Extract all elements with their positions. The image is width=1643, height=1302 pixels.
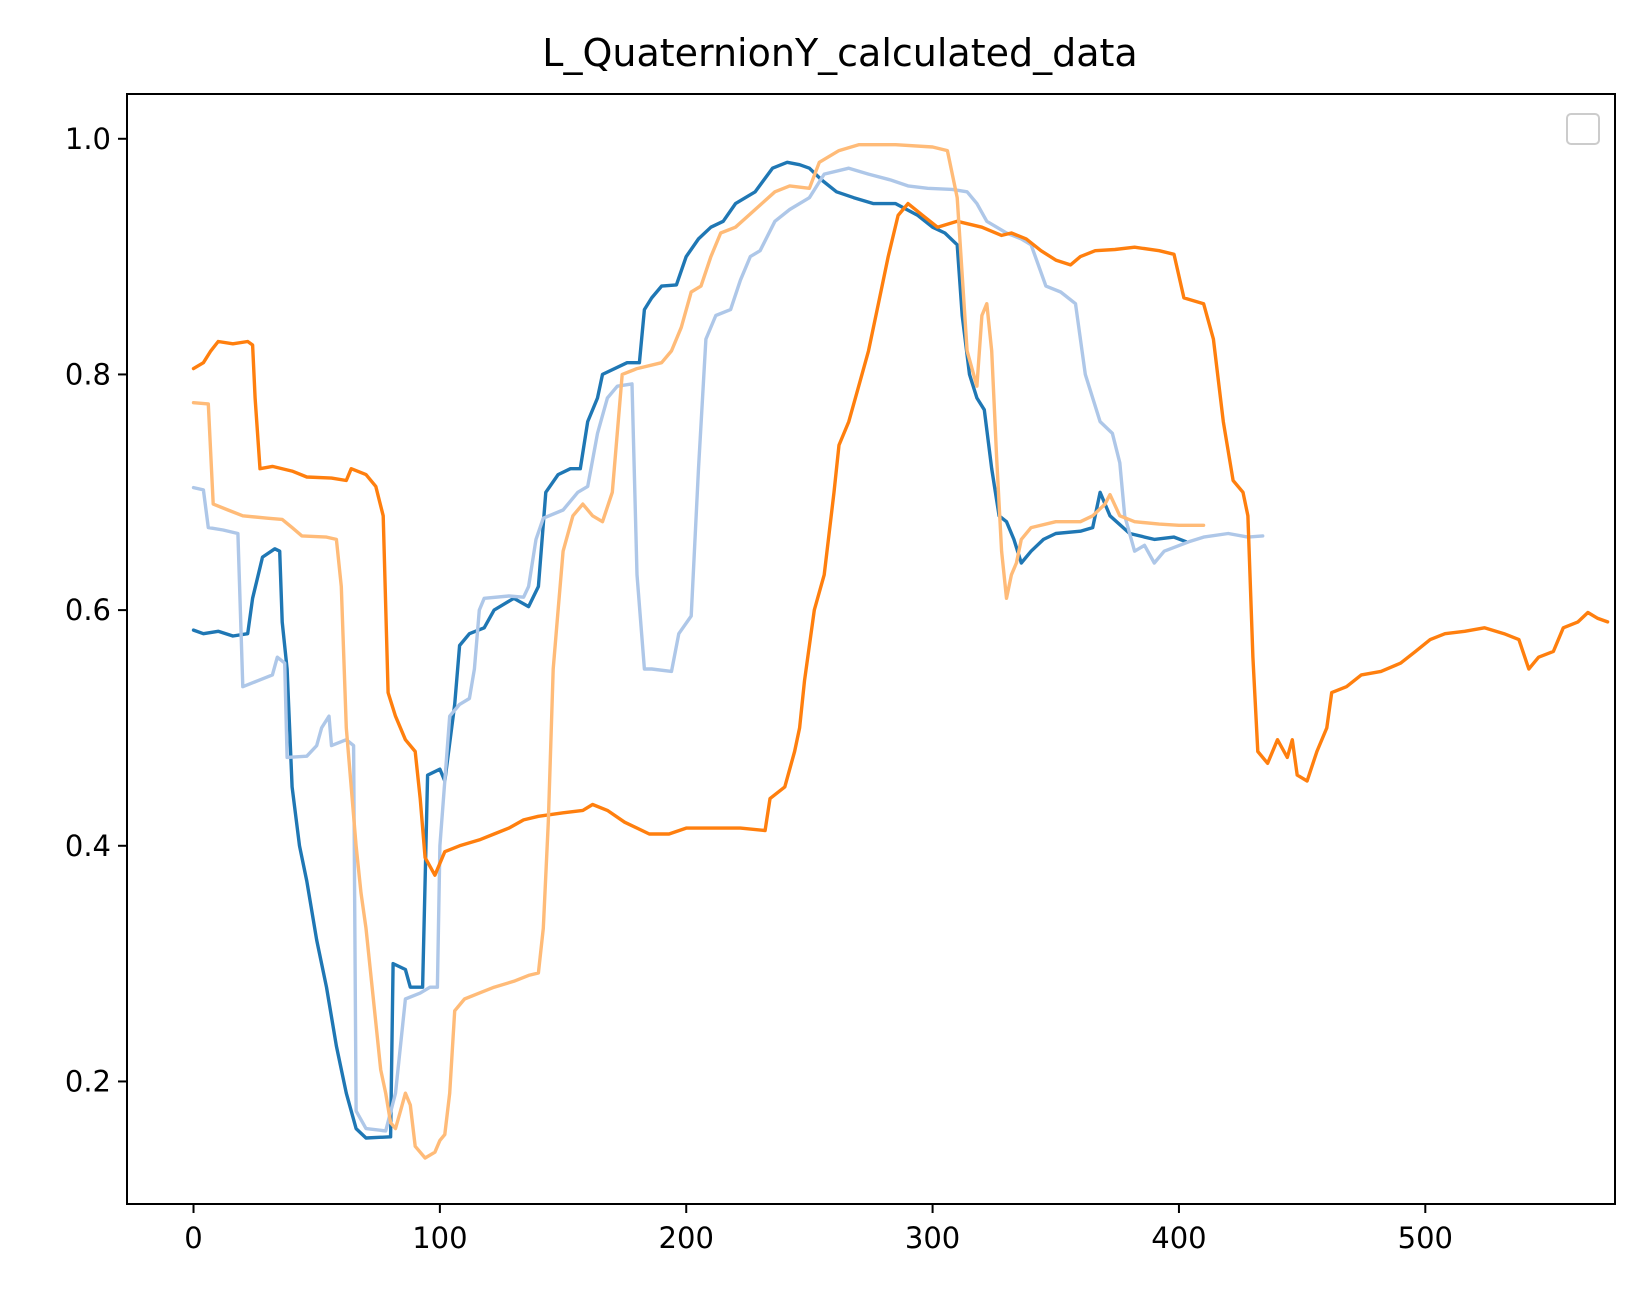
series-line-3 bbox=[191, 201, 1610, 877]
tick-layer: 0 100 200 300 400 500 0.2 0.4 0.6 0.8 1.0 bbox=[65, 122, 1453, 1255]
plot-frame bbox=[126, 93, 1616, 1205]
y-tick-label: 1.0 bbox=[65, 122, 111, 156]
chart-title: L_QuaternionY_calculated_data bbox=[542, 31, 1137, 75]
y-tick-label: 0.8 bbox=[65, 357, 111, 391]
y-tick-label: 0.6 bbox=[65, 593, 111, 627]
x-tick-label: 300 bbox=[905, 1221, 960, 1255]
legend-box bbox=[1566, 113, 1600, 145]
x-tick-label: 100 bbox=[412, 1221, 467, 1255]
x-tick-label: 0 bbox=[184, 1221, 202, 1255]
y-tick-label: 0.4 bbox=[65, 829, 111, 863]
x-tick-label: 400 bbox=[1151, 1221, 1206, 1255]
series-line-2 bbox=[191, 166, 1265, 1133]
series-layer bbox=[191, 142, 1610, 1160]
series-line-1 bbox=[191, 160, 1189, 1140]
x-tick-label: 500 bbox=[1398, 1221, 1453, 1255]
x-tick-label: 200 bbox=[659, 1221, 714, 1255]
y-tick-label: 0.2 bbox=[65, 1064, 111, 1098]
series-line-4 bbox=[191, 142, 1206, 1160]
